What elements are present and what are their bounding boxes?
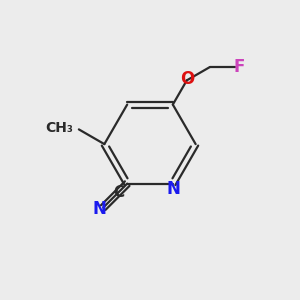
Text: F: F [234, 58, 245, 76]
Text: O: O [180, 70, 194, 88]
Text: C: C [113, 184, 124, 200]
Text: N: N [167, 180, 181, 198]
Text: CH₃: CH₃ [46, 121, 74, 135]
Text: N: N [93, 200, 106, 218]
